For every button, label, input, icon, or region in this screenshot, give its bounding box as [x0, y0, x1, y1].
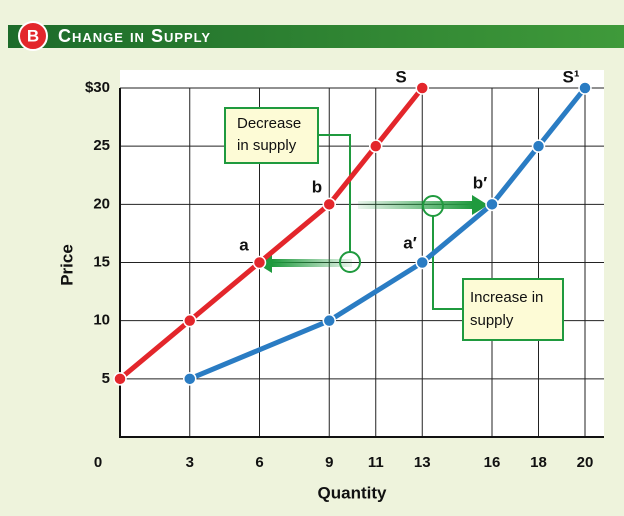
x-tick-label: 9	[325, 454, 333, 471]
x-tick-label: 16	[484, 454, 501, 471]
point-label: a	[239, 235, 249, 254]
point	[578, 81, 592, 95]
decrease-arrow	[272, 259, 352, 267]
y-axis-label: Price	[57, 244, 76, 286]
decrease-circle	[339, 251, 361, 273]
y-tick-label: $30	[85, 79, 110, 96]
point	[252, 255, 267, 270]
x-tick-label: 18	[530, 454, 547, 471]
x-axis-label: Quantity	[318, 483, 387, 502]
y-tick-label: 10	[93, 312, 110, 329]
series-label: S¹	[563, 67, 580, 86]
point-label: a′	[403, 233, 417, 252]
increase-circle	[422, 195, 444, 217]
decrease-connector	[318, 134, 351, 252]
y-tick-label: 20	[93, 195, 110, 212]
badge-circle	[18, 21, 48, 51]
increase-connector	[432, 216, 463, 310]
y-tick-label: 25	[93, 137, 110, 154]
increase-box	[462, 278, 564, 341]
point	[531, 139, 546, 153]
decrease-box	[224, 107, 319, 164]
increase-arrow	[358, 201, 473, 209]
y-tick-label: 5	[102, 370, 110, 387]
x-tick-label: 3	[186, 454, 194, 471]
series-line	[188, 86, 587, 382]
plot	[113, 81, 592, 386]
chart-title: Change in Supply	[58, 26, 211, 46]
x-tick-label: 13	[414, 454, 431, 471]
point	[322, 313, 336, 328]
point	[183, 313, 197, 328]
x-tick-label: 6	[255, 454, 263, 471]
series-line	[118, 86, 425, 381]
x-tick-label: 0	[94, 454, 102, 471]
point-label: b	[312, 177, 322, 196]
point	[485, 197, 499, 212]
series-label: S	[395, 67, 406, 86]
point	[113, 372, 127, 386]
annotation: Increase in	[470, 289, 543, 306]
point-label: b′	[473, 173, 487, 192]
badge: B	[27, 26, 39, 45]
header-band	[8, 25, 624, 48]
y-tick-label: 15	[93, 253, 110, 270]
x-tick-label: 11	[368, 454, 384, 471]
annotation: supply	[470, 312, 514, 329]
point	[369, 139, 383, 153]
point	[415, 81, 429, 95]
point	[322, 197, 336, 212]
x-tick-label: 20	[577, 454, 594, 471]
increase-arrow-head	[472, 195, 488, 215]
point	[183, 372, 197, 386]
annotation: Decrease	[237, 115, 301, 132]
point	[415, 255, 429, 270]
annotation: in supply	[237, 137, 297, 154]
